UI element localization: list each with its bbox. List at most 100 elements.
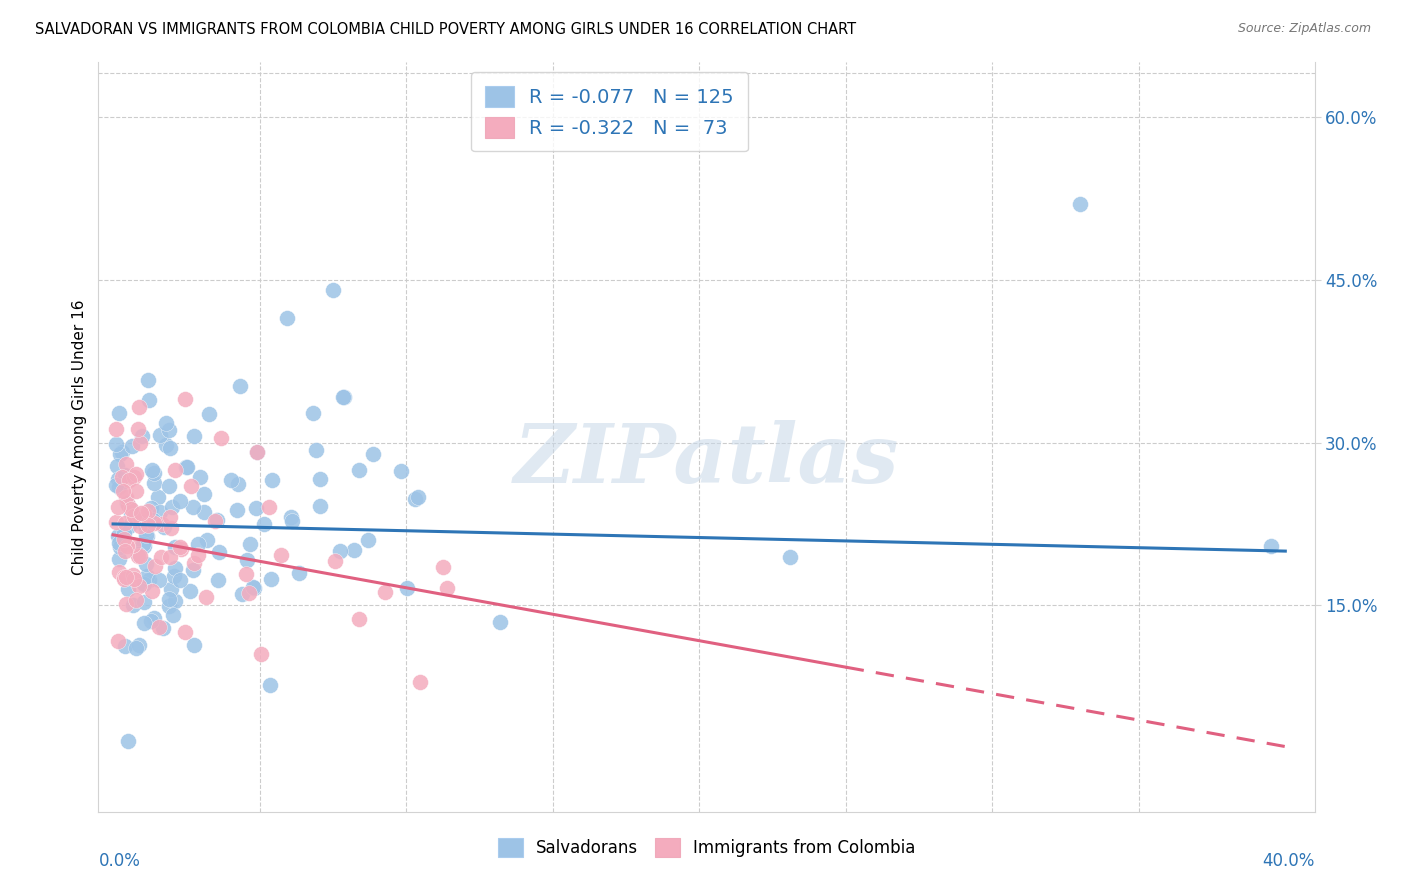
Point <box>270 548 292 562</box>
Point <box>112 572 135 586</box>
Text: 0.0%: 0.0% <box>98 852 141 870</box>
Text: SALVADORAN VS IMMIGRANTS FROM COLOMBIA CHILD POVERTY AMONG GIRLS UNDER 16 CORREL: SALVADORAN VS IMMIGRANTS FROM COLOMBIA C… <box>35 22 856 37</box>
Text: ZIPatlas: ZIPatlas <box>513 419 900 500</box>
Point <box>329 544 352 558</box>
Point <box>235 567 257 582</box>
Point <box>347 612 370 626</box>
Point <box>114 516 136 531</box>
Point <box>141 583 163 598</box>
Point <box>193 487 215 501</box>
Point <box>112 570 135 584</box>
Point <box>228 476 250 491</box>
Point <box>122 572 145 586</box>
Point <box>288 566 311 580</box>
Point <box>159 591 181 606</box>
Point <box>141 463 163 477</box>
Point <box>117 496 139 510</box>
Point <box>176 459 198 474</box>
Point <box>157 599 180 613</box>
Point <box>114 457 136 471</box>
Point <box>108 480 131 494</box>
Point <box>127 547 149 561</box>
Point <box>257 500 280 514</box>
Point <box>108 446 131 460</box>
Y-axis label: Child Poverty Among Girls Under 16: Child Poverty Among Girls Under 16 <box>72 300 87 574</box>
Point <box>128 579 150 593</box>
Point <box>107 406 129 420</box>
Point <box>409 674 432 689</box>
Point <box>246 445 269 459</box>
Point <box>150 516 173 531</box>
Point <box>121 438 143 452</box>
Point <box>118 518 141 533</box>
Point <box>159 550 181 565</box>
Point <box>114 598 136 612</box>
Point <box>136 373 159 387</box>
Point <box>128 519 150 533</box>
Point <box>157 423 180 437</box>
Point <box>246 445 269 459</box>
Point <box>114 544 136 558</box>
Point <box>260 573 283 587</box>
Point <box>107 529 129 543</box>
Point <box>114 468 136 483</box>
Point <box>141 614 163 628</box>
Point <box>131 429 153 443</box>
Point <box>136 517 159 532</box>
Point <box>128 549 150 564</box>
Point <box>162 568 184 582</box>
Point <box>105 478 128 492</box>
Point <box>160 500 183 515</box>
Point <box>135 522 157 536</box>
Point <box>204 514 226 528</box>
Point <box>111 483 134 498</box>
Point <box>180 479 202 493</box>
Point <box>436 581 458 595</box>
Point <box>396 582 419 596</box>
Point <box>122 568 145 582</box>
Point <box>108 565 131 579</box>
Point <box>134 539 156 553</box>
Legend: Salvadorans, Immigrants from Colombia: Salvadorans, Immigrants from Colombia <box>488 829 925 867</box>
Point <box>146 491 169 505</box>
Point <box>127 422 149 436</box>
Point <box>193 505 215 519</box>
Point <box>404 491 426 506</box>
Point <box>238 586 260 600</box>
Point <box>124 509 146 524</box>
Point <box>159 442 181 456</box>
Point <box>179 583 201 598</box>
Point <box>122 598 145 612</box>
Point <box>105 422 128 436</box>
Point <box>169 540 191 554</box>
Point <box>236 552 259 566</box>
Point <box>169 494 191 508</box>
Point <box>250 647 273 661</box>
Point <box>163 540 186 554</box>
Point <box>142 516 165 530</box>
Point <box>190 470 212 484</box>
Point <box>1260 539 1282 553</box>
Point <box>779 550 801 565</box>
Point <box>115 490 138 504</box>
Point <box>148 428 170 442</box>
Point <box>149 505 172 519</box>
Point <box>136 503 159 517</box>
Point <box>124 470 146 484</box>
Point <box>132 595 155 609</box>
Point <box>333 390 356 404</box>
Point <box>170 541 193 556</box>
Point <box>181 500 204 514</box>
Point <box>280 510 302 524</box>
Point <box>118 500 141 515</box>
Point <box>135 557 157 571</box>
Point <box>148 620 170 634</box>
Point <box>276 311 298 326</box>
Point <box>132 577 155 591</box>
Point <box>183 638 205 652</box>
Point <box>155 438 177 452</box>
Point <box>105 515 128 529</box>
Point <box>183 556 205 570</box>
Point <box>198 407 221 421</box>
Point <box>120 502 142 516</box>
